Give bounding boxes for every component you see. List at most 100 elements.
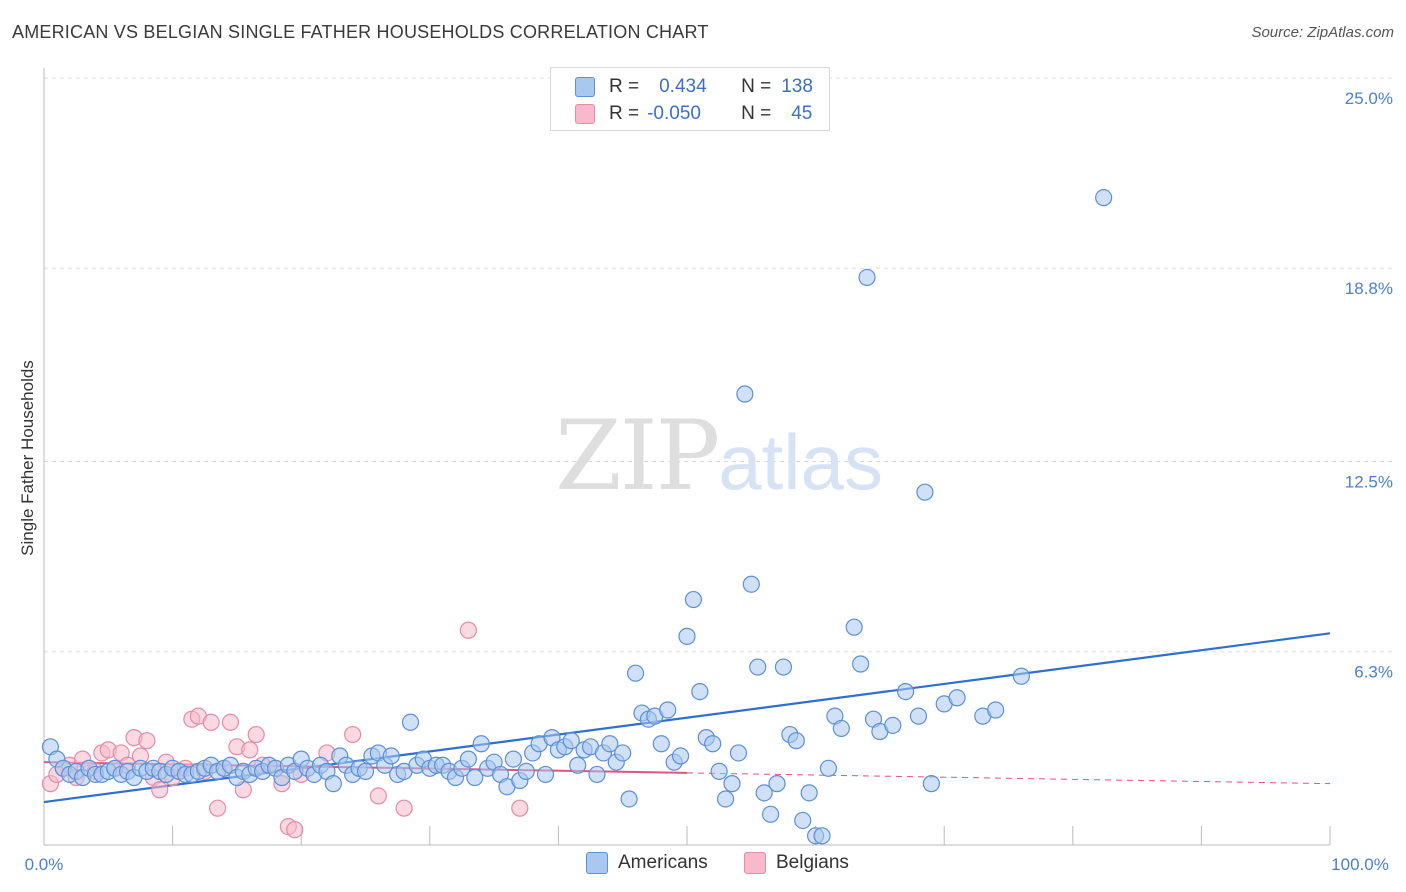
american-point [948,689,966,707]
legend-row-belgians: R = -0.050 N = 45 [575,101,812,127]
x-tick-label-min: 0.0% [25,855,64,874]
belgian-point [247,725,265,744]
r-label: R = [609,76,640,97]
american-point [736,385,754,403]
american-point [1012,667,1030,685]
american-point [614,744,632,762]
american-point [884,716,902,734]
american-point [858,268,876,287]
american-point [466,768,484,787]
american-point [459,750,477,768]
r-value: 0.434 [659,76,707,97]
american-point [897,682,915,701]
american-point [691,682,709,701]
american-point [729,744,748,762]
american-point [601,735,619,753]
x-tick-label-max: 100.0% [1331,855,1389,874]
axes [43,68,1331,846]
belgian-point [286,821,304,839]
watermark-zip: ZIP [555,400,720,512]
american-point [659,701,677,719]
american-point [909,707,928,725]
n-label: N = [741,76,772,97]
american-point [678,627,696,645]
american-point [684,590,703,609]
american-point [819,759,838,777]
american-point [620,790,638,808]
belgian-point [511,799,529,817]
american-point [832,719,850,738]
legend-row-americans: R = 0.434 N = 138 [575,74,813,100]
american-point [1095,189,1113,207]
americans-points [41,189,1113,845]
gridlines [44,77,1395,653]
american-point [922,775,940,793]
n-value: 138 [781,76,813,97]
americans-legend-swatch [586,852,608,874]
american-point [324,775,342,793]
american-point [787,732,805,750]
american-point [588,765,606,784]
belgians-points [41,621,529,839]
american-point [761,805,780,823]
bottom-legend-americans: Americans [586,852,708,874]
american-point [813,827,831,845]
american-point [723,775,741,793]
american-point [504,750,522,768]
american-point [987,701,1005,719]
belgian-point [369,787,387,805]
r-label: R = [609,103,640,124]
belgians-swatch [575,104,595,124]
american-point [794,811,812,830]
americans-legend-label: Americans [618,852,708,873]
correlation-legend: R = 0.434 N = 138 R = -0.050 N = 45 [550,67,830,131]
american-point [401,713,420,731]
y-tick-label: 25.0% [1345,89,1393,108]
american-point [626,664,645,682]
n-value: 45 [791,103,813,124]
n-label: N = [741,103,772,124]
y-tick-label: 12.5% [1345,473,1393,492]
american-point [845,618,863,636]
belgians-trend-line-dashed [686,772,1331,785]
americans-swatch [575,77,595,97]
bottom-legend-belgians: Belgians [744,852,849,874]
american-point [472,735,490,753]
american-point [755,784,773,802]
american-point [916,483,934,501]
american-point [671,747,690,765]
belgian-point [209,799,227,817]
belgians-legend-swatch [744,852,766,874]
american-point [852,655,870,673]
belgian-point [395,799,413,817]
american-point [562,732,580,750]
american-point [382,747,400,765]
belgian-point [344,725,362,744]
belgian-point [151,781,169,799]
belgians-legend-label: Belgians [776,852,849,873]
belgian-point [202,713,220,731]
belgian-point [241,741,259,759]
american-point [742,575,760,593]
american-point [749,658,767,676]
belgian-point [138,732,156,750]
american-point [800,784,818,802]
y-tick-label: 6.3% [1354,663,1393,682]
american-point [704,735,722,753]
american-point [768,775,786,793]
american-point [774,658,793,676]
american-point [517,762,535,780]
american-point [536,765,555,784]
american-point [716,790,735,808]
tick-labels: 6.3% 12.5% 18.8% 25.0% 0.0% 100.0% [25,89,1393,874]
american-point [710,762,728,780]
chart-title: AMERICAN VS BELGIAN SINGLE FATHER HOUSEH… [12,22,709,42]
american-point [356,762,375,780]
belgian-point [221,713,240,731]
y-tick-label: 18.8% [1345,279,1393,298]
r-value: -0.050 [647,103,701,124]
source-credit: Source: ZipAtlas.com [1251,24,1394,41]
american-point [652,735,670,753]
belgian-point [459,621,477,639]
